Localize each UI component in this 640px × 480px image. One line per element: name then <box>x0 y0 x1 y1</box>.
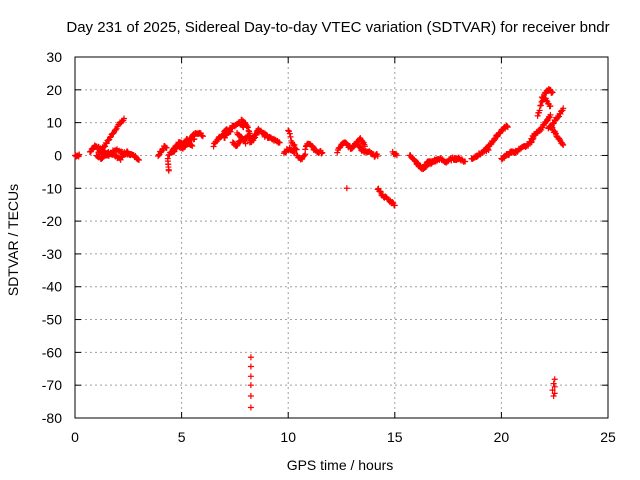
data-point <box>537 102 544 109</box>
data-point <box>291 141 298 148</box>
data-point <box>547 103 554 110</box>
plot-frame <box>74 56 609 419</box>
data-point <box>391 202 398 209</box>
axis-ticks <box>74 56 609 419</box>
data-point <box>361 143 368 150</box>
data-point <box>552 130 559 137</box>
data-point <box>247 363 254 370</box>
data-point <box>302 146 309 153</box>
data-point <box>548 123 555 130</box>
data-point <box>301 152 308 159</box>
data-point <box>343 185 350 192</box>
data-point <box>550 380 557 387</box>
data-point <box>103 140 110 147</box>
data-point <box>504 123 511 130</box>
data-point <box>551 376 558 383</box>
data-series-sdtvar <box>72 86 567 411</box>
data-point <box>286 130 293 137</box>
data-point <box>135 156 142 163</box>
data-point <box>551 383 558 390</box>
data-point <box>163 144 170 151</box>
y-axis-label: SDTVAR / TECUs <box>5 184 21 296</box>
x-tick-label: 0 <box>71 429 79 445</box>
data-point <box>245 127 252 134</box>
y-tick-label: 0 <box>54 147 62 163</box>
data-point <box>112 126 119 133</box>
y-tick-labels: 30 20 10 0 -10 -20 -30 -40 -50 -60 -70 -80 <box>42 49 62 426</box>
data-point <box>76 151 83 158</box>
data-point <box>127 152 134 159</box>
data-point <box>319 149 326 156</box>
y-tick-label: -80 <box>42 410 62 426</box>
chart-title: Day 231 of 2025, Sidereal Day-to-day VTE… <box>66 19 609 36</box>
data-point <box>536 107 543 114</box>
x-tick-label: 10 <box>280 429 296 445</box>
data-point <box>318 150 325 157</box>
data-point <box>247 393 254 400</box>
x-tick-label: 15 <box>387 429 403 445</box>
data-point <box>550 393 557 400</box>
data-point <box>247 382 254 389</box>
data-point <box>374 153 381 160</box>
x-tick-labels: 0 5 10 15 20 25 <box>71 429 616 445</box>
y-tick-label: -30 <box>42 246 62 262</box>
x-axis-label: GPS time / hours <box>287 457 394 473</box>
data-point <box>560 105 567 112</box>
data-point <box>334 149 341 156</box>
data-point <box>377 188 384 195</box>
data-point <box>181 142 188 149</box>
data-point <box>549 387 556 394</box>
data-point <box>551 390 558 397</box>
y-tick-label: -60 <box>42 344 62 360</box>
data-point <box>75 152 82 159</box>
y-tick-label: 10 <box>46 115 62 131</box>
grid-lines <box>75 57 608 418</box>
y-tick-label: -40 <box>42 279 62 295</box>
data-point <box>462 158 469 165</box>
data-point <box>210 143 217 150</box>
data-point <box>393 152 400 159</box>
data-point <box>242 140 249 147</box>
y-tick-label: -20 <box>42 213 62 229</box>
data-point <box>414 159 421 166</box>
data-point <box>549 89 556 96</box>
y-tick-label: -70 <box>42 377 62 393</box>
data-point <box>287 133 294 140</box>
y-tick-label: 20 <box>46 82 62 98</box>
data-point <box>559 141 566 148</box>
data-point <box>504 124 511 131</box>
data-point <box>293 146 300 153</box>
data-point <box>547 111 554 118</box>
data-point <box>189 143 196 150</box>
data-point <box>126 151 133 158</box>
x-tick-label: 20 <box>494 429 510 445</box>
data-point <box>389 199 396 206</box>
y-tick-label: 30 <box>46 49 62 65</box>
data-point <box>223 131 230 138</box>
data-point <box>560 142 567 149</box>
y-tick-label: -50 <box>42 312 62 328</box>
x-tick-label: 5 <box>178 429 186 445</box>
data-point <box>247 404 254 411</box>
y-tick-label: -10 <box>42 180 62 196</box>
x-tick-label: 25 <box>600 429 616 445</box>
data-point <box>534 112 541 119</box>
data-point <box>107 150 114 157</box>
data-point <box>550 120 557 127</box>
data-point <box>285 127 292 134</box>
data-point <box>165 167 172 174</box>
data-point <box>247 354 254 361</box>
data-point <box>199 133 206 140</box>
data-point <box>247 373 254 380</box>
data-point <box>121 115 128 122</box>
data-point <box>135 156 142 163</box>
data-point <box>276 139 283 146</box>
data-point <box>244 124 251 131</box>
